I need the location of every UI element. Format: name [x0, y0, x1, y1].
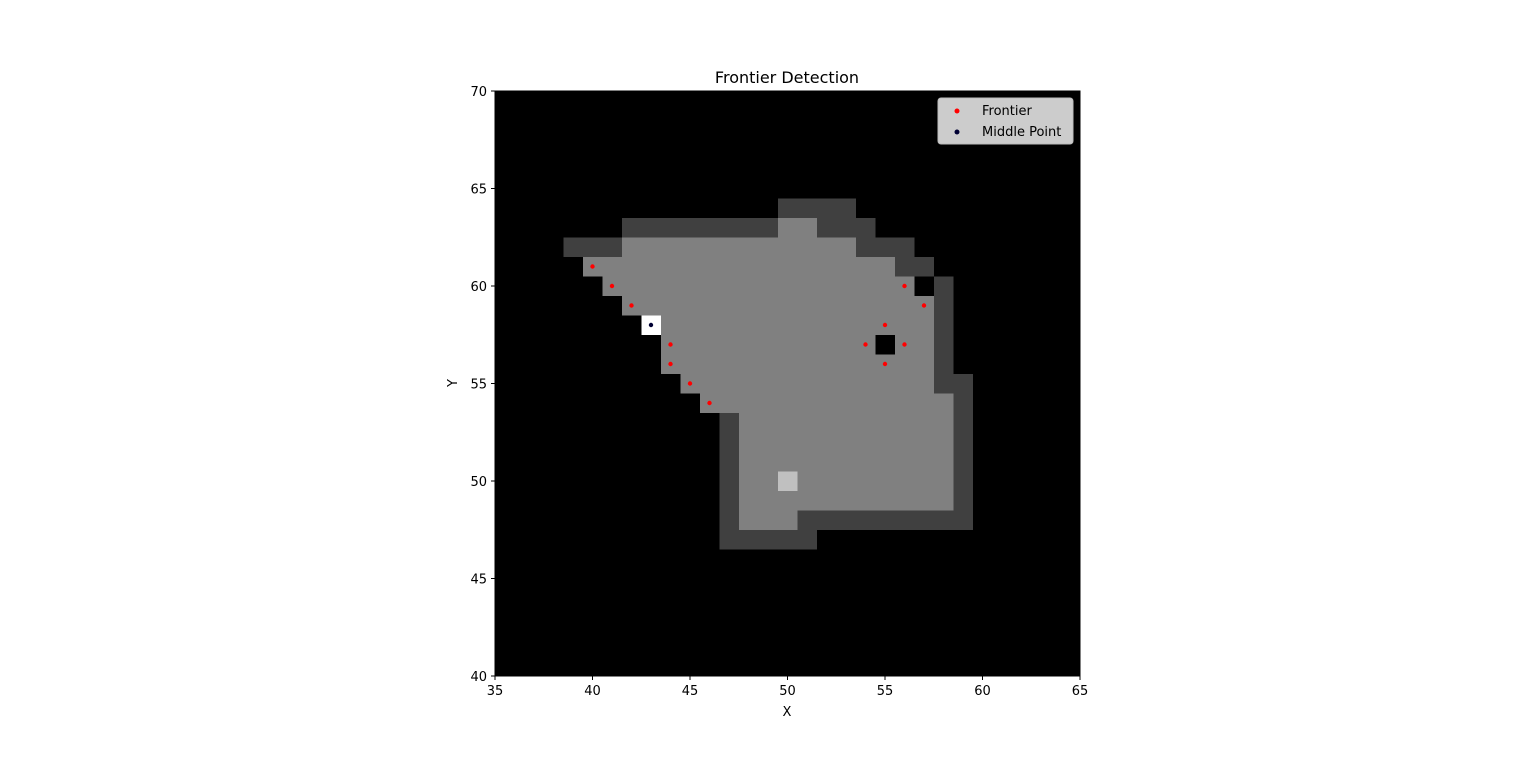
- legend-marker-middle-point: [955, 130, 960, 135]
- map-cell-run: [719, 452, 739, 472]
- map-cell-run: [661, 335, 876, 355]
- map-cell-run: [719, 413, 739, 433]
- y-tick-label: 60: [470, 280, 487, 295]
- map-cell-run: [934, 335, 954, 355]
- frontier-point: [902, 342, 906, 346]
- legend: Frontier Middle Point: [938, 98, 1073, 144]
- frontier-point: [902, 284, 906, 288]
- map-cell-run: [700, 393, 954, 413]
- x-tick-label: 60: [974, 684, 991, 699]
- map-cell-run: [778, 471, 798, 491]
- frontier-point: [629, 303, 633, 307]
- map-cell-run: [953, 393, 973, 413]
- map-cell-run: [739, 471, 778, 491]
- map-cell-run: [739, 452, 954, 472]
- legend-marker-frontier: [955, 109, 960, 114]
- chart-title: Frontier Detection: [715, 68, 859, 87]
- x-tick-label: 50: [779, 684, 796, 699]
- map-cell-run: [583, 257, 895, 277]
- y-tick-label: 40: [470, 670, 487, 685]
- frontier-point: [590, 264, 594, 268]
- map-cell-run: [797, 510, 973, 530]
- map-cell-run: [895, 257, 934, 277]
- map-cell-run: [797, 471, 953, 491]
- plot-area: [495, 91, 1080, 676]
- frontier-point: [863, 342, 867, 346]
- map-cell-run: [719, 530, 817, 550]
- y-tick-label: 45: [470, 573, 487, 588]
- frontier-point: [922, 303, 926, 307]
- frontier-point: [668, 342, 672, 346]
- map-cell-run: [719, 471, 739, 491]
- map-cell-run: [778, 218, 817, 238]
- map-cell-run: [563, 237, 622, 257]
- frontier-point: [707, 401, 711, 405]
- map-cell-run: [953, 452, 973, 472]
- x-axis-label: X: [783, 705, 792, 720]
- map-cell-run: [661, 354, 934, 374]
- frontier-point: [883, 323, 887, 327]
- map-cell-run: [953, 491, 973, 511]
- x-tick-label: 65: [1072, 684, 1089, 699]
- map-cell-run: [719, 491, 739, 511]
- legend-label-middle-point: Middle Point: [982, 125, 1061, 140]
- map-cell-run: [622, 237, 856, 257]
- map-cell-run: [602, 276, 914, 296]
- legend-label-frontier: Frontier: [982, 104, 1032, 119]
- frontier-point: [883, 362, 887, 366]
- map-cell-run: [778, 198, 856, 218]
- frontier-point: [668, 362, 672, 366]
- y-tick-label: 50: [470, 475, 487, 490]
- y-tick-label: 65: [470, 183, 487, 198]
- map-cell-run: [739, 432, 954, 452]
- map-cell-run: [719, 432, 739, 452]
- map-cell-run: [739, 491, 954, 511]
- map-cell-run: [934, 315, 954, 335]
- map-cell-run: [934, 276, 954, 296]
- middle-point-marker: [649, 323, 653, 327]
- frontier-point: [610, 284, 614, 288]
- x-tick-label: 55: [877, 684, 894, 699]
- map-cell-run: [622, 218, 778, 238]
- y-tick-label: 55: [470, 378, 487, 393]
- map-cell-run: [661, 315, 934, 335]
- map-cell-run: [817, 218, 876, 238]
- map-cell-run: [739, 510, 798, 530]
- map-cell-run: [719, 510, 739, 530]
- map-cell-run: [953, 432, 973, 452]
- map-cell-run: [953, 471, 973, 491]
- map-cell-run: [680, 374, 934, 394]
- frontier-point: [688, 381, 692, 385]
- map-cell-run: [622, 296, 934, 316]
- map-cell-run: [934, 374, 973, 394]
- map-cell-run: [934, 354, 954, 374]
- x-tick-label: 45: [682, 684, 699, 699]
- y-tick-label: 70: [470, 85, 487, 100]
- y-axis-label: Y: [446, 379, 461, 388]
- map-cell-run: [953, 413, 973, 433]
- x-tick-label: 35: [487, 684, 504, 699]
- x-tick-label: 40: [584, 684, 601, 699]
- map-cell-run: [895, 335, 934, 355]
- map-cell-run: [934, 296, 954, 316]
- map-cell-run: [739, 413, 954, 433]
- map-cell-run: [856, 237, 915, 257]
